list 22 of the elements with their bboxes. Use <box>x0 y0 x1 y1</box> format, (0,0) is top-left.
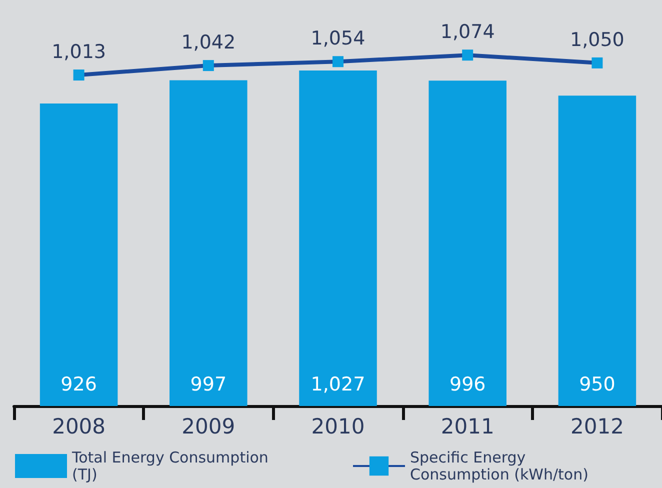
x-tick-label: 2008 <box>52 414 106 438</box>
data-label: 950 <box>579 374 616 396</box>
x-tick-label: 2010 <box>311 414 365 438</box>
bar <box>299 70 377 406</box>
data-label: 1,050 <box>570 28 624 51</box>
data-label: 996 <box>449 374 486 396</box>
data-label: 926 <box>60 374 97 396</box>
data-label: 1,054 <box>310 28 366 50</box>
x-tick-label: 2012 <box>570 414 624 438</box>
bar <box>40 103 118 406</box>
legend-label: Total Energy Consumption (TJ) <box>71 448 274 484</box>
data-label: 1,074 <box>440 21 495 44</box>
data-label: 1,042 <box>181 32 236 54</box>
bar <box>558 96 636 406</box>
x-tick-label: 2009 <box>182 414 236 438</box>
bar <box>170 80 248 406</box>
data-label: 1,027 <box>310 374 366 396</box>
data-label: 997 <box>190 374 227 396</box>
legend-label: Specific Energy Consumption (kWh/ton) <box>410 448 588 484</box>
bar <box>428 80 506 406</box>
data-label: 1,013 <box>52 41 106 64</box>
x-tick-label: 2011 <box>440 414 494 438</box>
